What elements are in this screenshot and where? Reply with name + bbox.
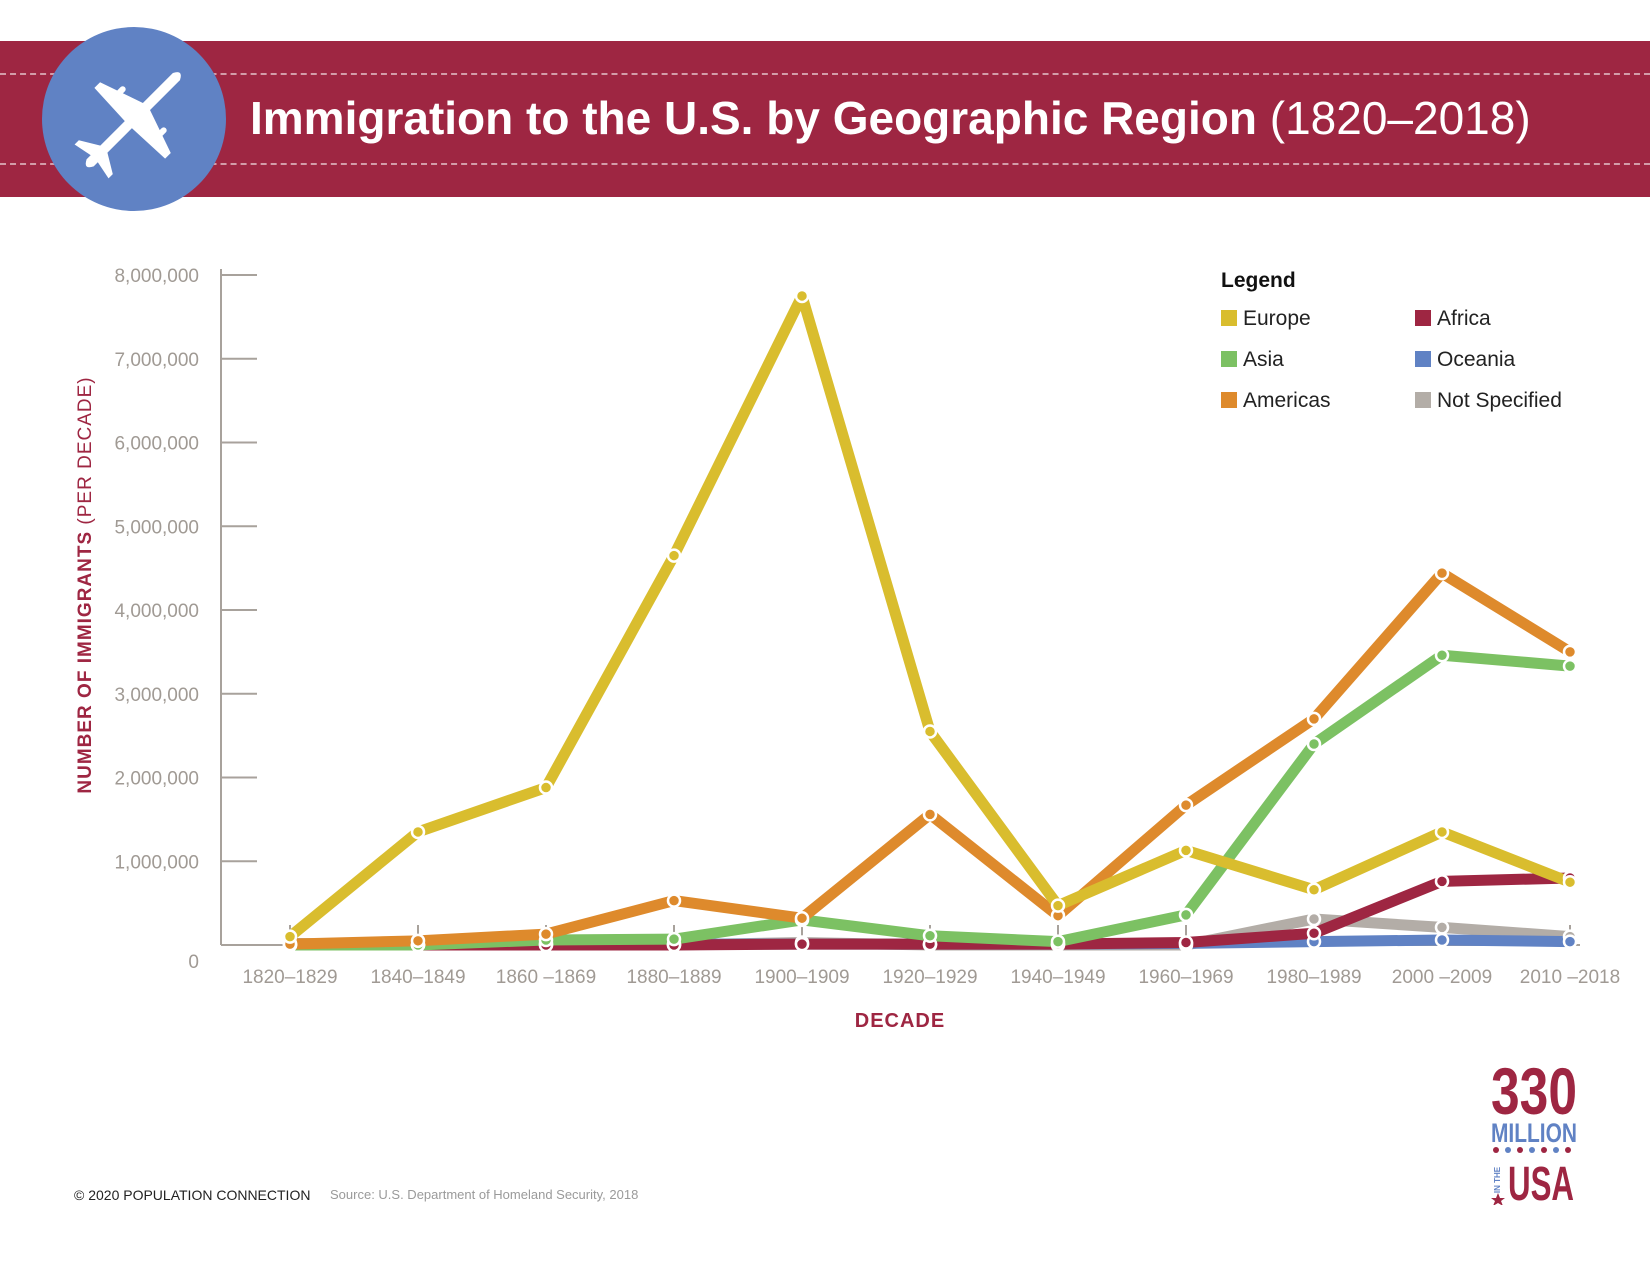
series-point xyxy=(666,548,682,563)
title-years: (1820–2018) xyxy=(1269,92,1531,144)
x-tick-label: 1960–1969 xyxy=(1138,967,1233,988)
series-point xyxy=(538,926,554,942)
x-tick-label: 1880–1889 xyxy=(626,967,721,988)
series-point xyxy=(794,936,810,952)
series-point xyxy=(1306,911,1322,927)
legend-item-label: Not Specified xyxy=(1437,389,1562,412)
series-point xyxy=(1178,935,1194,950)
series-point xyxy=(1434,824,1450,840)
legend-item-label: Asia xyxy=(1243,348,1284,371)
series-point xyxy=(1434,647,1450,663)
y-tick-label: 2,000,000 xyxy=(114,769,199,790)
x-tick-label: 1920–1929 xyxy=(882,967,977,988)
series-point xyxy=(410,824,426,840)
airplane-icon xyxy=(42,27,226,211)
logo-number: 330 xyxy=(1491,1054,1577,1128)
330-million-logo: 330 MILLION IN THE USA xyxy=(1491,1054,1577,1205)
series-point xyxy=(538,780,554,795)
y-axis-label-unit: (PER DECADE) xyxy=(75,376,96,524)
legend-swatch xyxy=(1415,392,1431,408)
banner-dashed-line-bottom xyxy=(0,163,1650,165)
series-point xyxy=(1434,920,1450,935)
series-point xyxy=(1306,926,1322,941)
y-tick-label: 4,000,000 xyxy=(114,601,199,622)
x-tick-label: 1980–1989 xyxy=(1266,967,1361,988)
x-tick-label: 2000 –2009 xyxy=(1392,967,1492,988)
series-point xyxy=(1178,843,1194,858)
x-tick-label: 1840–1849 xyxy=(370,967,465,988)
y-tick-label: 5,000,000 xyxy=(114,517,199,538)
logo-country: USA xyxy=(1508,1158,1574,1205)
logo-word: MILLION xyxy=(1491,1118,1577,1148)
series-point xyxy=(922,807,938,822)
series-point xyxy=(1434,565,1450,581)
y-axis-label-main: NUMBER OF IMMIGRANTS xyxy=(75,531,96,794)
series-point xyxy=(1562,874,1578,890)
legend-swatch xyxy=(1221,351,1237,367)
series-point xyxy=(794,910,810,926)
legend-swatch xyxy=(1221,392,1237,408)
series-point xyxy=(1434,874,1450,889)
series-point xyxy=(1306,736,1322,752)
logo-small: IN THE xyxy=(1493,1166,1502,1193)
series-point xyxy=(1434,932,1450,948)
x-tick-label: 1860 –1869 xyxy=(496,967,596,988)
y-tick-label: 8,000,000 xyxy=(114,266,199,287)
y-tick-label: 7,000,000 xyxy=(114,350,199,371)
copyright-text: © 2020 POPULATION CONNECTION xyxy=(74,1187,311,1203)
series-point xyxy=(1562,934,1578,949)
legend-swatch xyxy=(1415,310,1431,326)
series-point xyxy=(1562,644,1578,660)
series-point xyxy=(922,724,938,739)
x-tick-label: 1940–1949 xyxy=(1010,967,1105,988)
legend-item-label: Americas xyxy=(1243,389,1331,412)
series-point xyxy=(922,928,938,944)
y-tick-label: 1,000,000 xyxy=(114,852,199,873)
x-tick-label: 2010 –2018 xyxy=(1520,967,1620,988)
page-title: Immigration to the U.S. by Geographic Re… xyxy=(250,91,1531,145)
banner-dashed-line-top xyxy=(0,73,1650,75)
series-point xyxy=(666,931,682,947)
series-point xyxy=(282,929,298,944)
source-text: Source: U.S. Department of Homeland Secu… xyxy=(330,1187,639,1202)
title-main: Immigration to the U.S. by Geographic Re… xyxy=(250,92,1257,144)
x-tick-label: 1900–1909 xyxy=(754,967,849,988)
legend-item-label: Europe xyxy=(1243,307,1311,330)
y-tick-label: 6,000,000 xyxy=(114,434,199,455)
series-point xyxy=(1050,934,1066,949)
legend-item-label: Oceania xyxy=(1437,348,1516,371)
series-point xyxy=(1050,898,1066,913)
legend-swatch xyxy=(1221,310,1237,326)
legend-title: Legend xyxy=(1221,269,1296,292)
series-line xyxy=(284,567,1576,950)
y-tick-label: 3,000,000 xyxy=(114,685,199,706)
y-tick-label: 0 xyxy=(188,952,199,973)
series-point xyxy=(410,933,426,949)
series-point xyxy=(666,893,682,908)
legend-item-label: Africa xyxy=(1437,307,1491,330)
logo-people-row xyxy=(1493,1147,1571,1153)
x-tick-label: 1820–1829 xyxy=(242,967,337,988)
legend-swatch xyxy=(1415,351,1431,367)
x-axis-label: DECADE xyxy=(855,1010,945,1032)
series-point xyxy=(1306,711,1322,727)
logo-star-icon xyxy=(1491,1193,1505,1205)
series-point xyxy=(1306,882,1322,897)
y-axis-label: NUMBER OF IMMIGRANTS (PER DECADE) xyxy=(75,376,96,793)
series-point xyxy=(1178,797,1194,813)
series-point xyxy=(1562,658,1578,674)
series-line xyxy=(284,290,1576,943)
series-point xyxy=(1178,907,1194,923)
title-banner xyxy=(0,41,1650,197)
series-point xyxy=(794,288,810,304)
